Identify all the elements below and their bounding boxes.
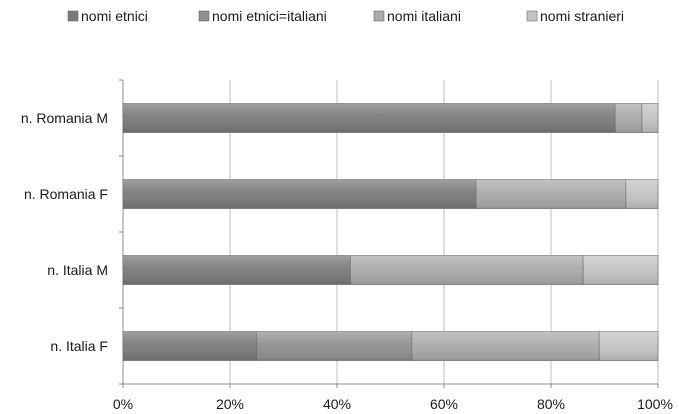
bar-segment-shading: [256, 331, 412, 361]
legend: nomi etnici nomi etnici=italiani nomi ital…: [67, 8, 624, 24]
bar-segment-shading: [123, 103, 616, 133]
legend-label: nomi italiani: [387, 8, 461, 24]
bar-row: [122, 255, 659, 285]
legend-label: nomi etnici: [81, 8, 148, 24]
bar-row: [122, 331, 659, 361]
x-tick-label: 0%: [113, 396, 133, 412]
legend-swatch: [526, 10, 538, 22]
legend-item: nomi italiani: [373, 8, 461, 24]
bar-row: [122, 179, 659, 209]
legend-item: nomi etnici: [67, 8, 148, 24]
x-tick-label: 40%: [323, 396, 351, 412]
bar-segment-shading: [350, 255, 584, 285]
x-axis-tick-labels: 0% 20% 40% 60% 80% 100%: [113, 396, 673, 412]
bar-segment-shading: [476, 179, 626, 209]
category-label: n. Italia M: [47, 262, 108, 278]
x-tick-label: 100%: [637, 396, 673, 412]
bar-segment-shading: [123, 179, 477, 209]
category-label: n. Romania F: [24, 186, 108, 202]
category-label: n. Italia F: [50, 338, 108, 354]
bar-segment-shading: [123, 331, 257, 361]
bar-segment-shading: [641, 103, 658, 133]
bar-segment-shading: [583, 255, 658, 285]
bar-segment-shading: [625, 179, 658, 209]
legend-swatch: [198, 10, 210, 22]
category-label: n. Romania M: [21, 110, 108, 126]
y-axis-category-labels: n. Romania M n. Romania F n. Italia M n. It…: [21, 110, 108, 354]
legend-item: nomi stranieri: [526, 8, 624, 24]
bar-segment-shading: [615, 103, 642, 133]
bar-segment-shading: [123, 255, 351, 285]
x-tick-label: 60%: [430, 396, 458, 412]
bar-segment-shading: [599, 331, 658, 361]
legend-item: nomi etnici=italiani: [198, 8, 327, 24]
bars: [122, 103, 659, 361]
legend-swatch: [373, 10, 385, 22]
x-tick-label: 80%: [537, 396, 565, 412]
bar-segment-shading: [411, 331, 600, 361]
legend-swatch: [67, 10, 79, 22]
x-tick-label: 20%: [216, 396, 244, 412]
legend-label: nomi stranieri: [540, 8, 624, 24]
bar-row: [122, 103, 659, 133]
legend-label: nomi etnici=italiani: [212, 8, 327, 24]
